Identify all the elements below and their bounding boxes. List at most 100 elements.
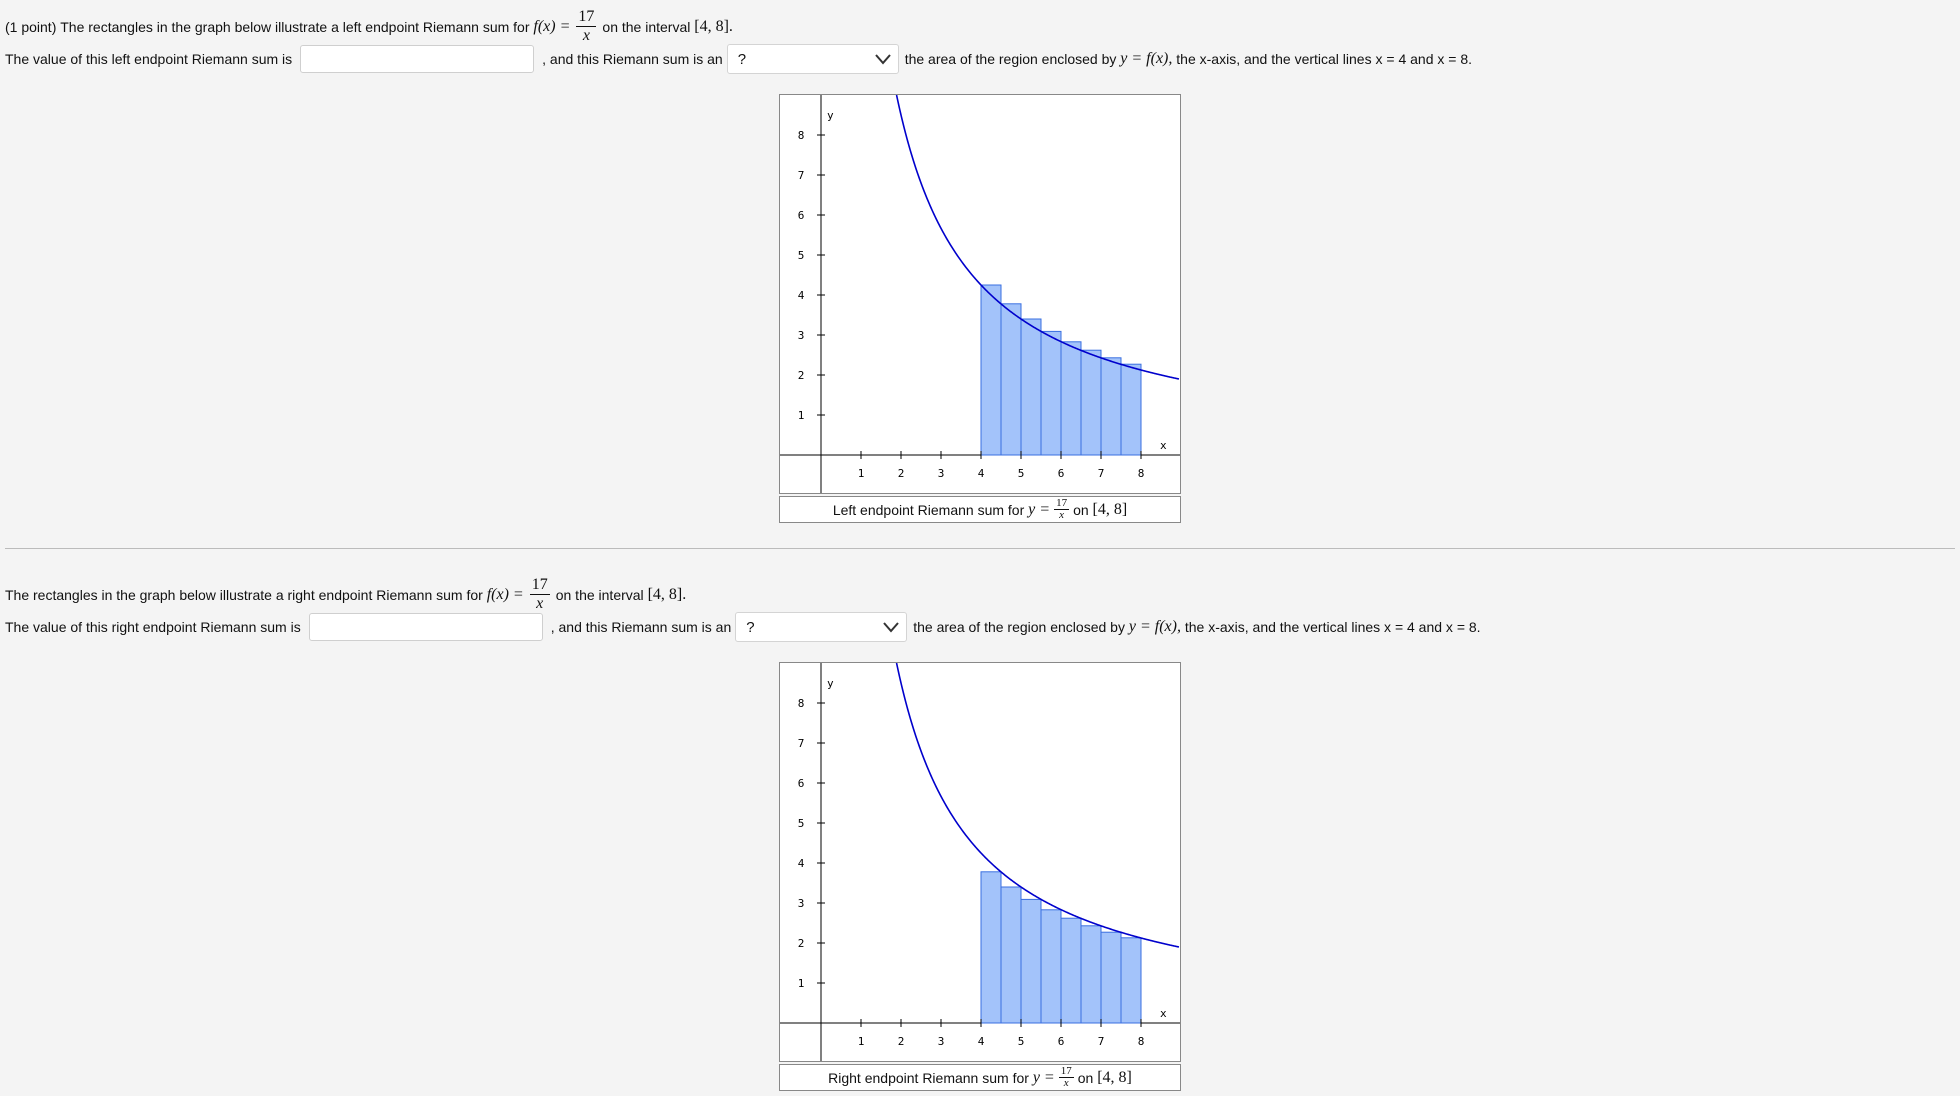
- x-tick-label: 6: [1058, 467, 1065, 480]
- problem2-interval: [4, 8].: [647, 585, 687, 603]
- y-tick-label: 1: [798, 409, 805, 422]
- y-tick-label: 8: [798, 697, 805, 710]
- right-riemann-plot: 1 2 3 4 5 6 7 8 1 2 3 4 5 6 7 8 x y: [780, 663, 1180, 1061]
- x-tick-label: 8: [1138, 467, 1145, 480]
- y-tick-label: 2: [798, 937, 805, 950]
- problem1-fx: f(x) =: [533, 17, 571, 35]
- riemann-rectangle: [1120, 363, 1142, 456]
- x-tick-label: 8: [1138, 1035, 1145, 1048]
- problem2-answer-row: The value of this right endpoint Riemann…: [5, 612, 1481, 642]
- x-tick-label: 2: [898, 467, 905, 480]
- y-tick-label: 5: [798, 817, 805, 830]
- left-graph-caption: Left endpoint Riemann sum for y = 17 x o…: [779, 496, 1181, 523]
- y-tick-label: 7: [798, 737, 805, 750]
- problem2-intro-post: on the interval: [555, 586, 644, 603]
- y-tick-label: 6: [798, 209, 805, 222]
- riemann-rectangle: [1020, 898, 1042, 1024]
- x-tick-label: 7: [1098, 467, 1105, 480]
- problem1-tail-eq: y = f(x),: [1120, 50, 1173, 67]
- left-riemann-plot: 1 2 3 4 5 6 7 8 1 2 3 4 5 6 7 8 x y: [780, 95, 1180, 493]
- problem1-intro-post: on the interval: [602, 18, 691, 35]
- y-tick-label: 3: [798, 329, 805, 342]
- riemann-rectangle: [1040, 909, 1062, 1024]
- caption1-text: Left endpoint Riemann sum for: [832, 501, 1025, 518]
- caption1-eq: y =: [1028, 500, 1051, 518]
- problem1-intro-text: The rectangles in the graph below illust…: [60, 18, 530, 35]
- riemann-rectangle: [1080, 349, 1102, 456]
- right-sum-answer-input[interactable]: [308, 613, 543, 641]
- caption1-on: on: [1073, 501, 1089, 518]
- riemann-rectangle: [980, 871, 1002, 1024]
- chevron-down-icon: [883, 622, 900, 633]
- y-axis-label: y: [827, 109, 834, 122]
- problem2-value-label: The value of this right endpoint Riemann…: [5, 619, 301, 635]
- y-tick-label: 8: [798, 129, 805, 142]
- y-axis-label: y: [827, 677, 834, 690]
- problem2-tail-eq: y = f(x),: [1128, 618, 1181, 635]
- fraction-numerator: 17: [1058, 1065, 1074, 1078]
- problem2-fraction: 17 x: [529, 576, 550, 613]
- y-tick-label: 1: [798, 977, 805, 990]
- right-graph-caption: Right endpoint Riemann sum for y = 17 x …: [779, 1064, 1181, 1091]
- fraction-denominator: x: [1063, 1077, 1069, 1089]
- riemann-rectangle: [1040, 330, 1062, 456]
- caption2-eq: y =: [1032, 1068, 1055, 1086]
- x-tick-label: 1: [858, 1035, 865, 1048]
- riemann-rectangle: [980, 284, 1002, 456]
- x-tick-label: 4: [978, 1035, 985, 1048]
- problem1-tail-pre: the area of the region enclosed by: [904, 51, 1117, 67]
- problem1-value-label: The value of this left endpoint Riemann …: [5, 51, 293, 67]
- x-tick-label: 3: [938, 467, 945, 480]
- x-tick-label: 7: [1098, 1035, 1105, 1048]
- fraction-numerator: 17: [1054, 497, 1070, 510]
- x-tick-label: 5: [1018, 1035, 1025, 1048]
- caption1-fraction: 17 x: [1054, 497, 1070, 521]
- riemann-rectangle: [1000, 303, 1022, 456]
- caption2-text: Right endpoint Riemann sum for: [828, 1069, 1029, 1086]
- select-value: ?: [746, 618, 755, 636]
- problem2-tail-pre: the area of the region enclosed by: [913, 619, 1125, 635]
- function-curve: [895, 663, 1180, 948]
- caption1-interval: [4, 8]: [1092, 500, 1128, 518]
- fraction-numerator: 17: [576, 8, 597, 27]
- section-divider: [5, 548, 1955, 549]
- left-sum-comparison-select[interactable]: ?: [726, 44, 899, 74]
- points-label: (1 point): [5, 18, 57, 35]
- x-tick-label: 1: [858, 467, 865, 480]
- fraction-numerator: 17: [529, 576, 550, 595]
- riemann-rectangle: [1100, 357, 1122, 456]
- y-tick-label: 5: [798, 249, 805, 262]
- problem2-mid-text: , and this Riemann sum is an: [550, 619, 732, 635]
- riemann-rectangle: [1020, 318, 1042, 456]
- problem1-interval: [4, 8].: [694, 17, 733, 35]
- caption2-fraction: 17 x: [1058, 1065, 1074, 1089]
- function-curve: [895, 95, 1180, 380]
- riemann-rectangle: [1080, 925, 1102, 1024]
- caption2-interval: [4, 8]: [1097, 1068, 1132, 1086]
- y-tick-label: 4: [798, 857, 805, 870]
- x-tick-label: 3: [938, 1035, 945, 1048]
- y-tick-label: 3: [798, 897, 805, 910]
- problem2-fx: f(x) =: [486, 585, 524, 603]
- riemann-rectangle: [1060, 341, 1082, 456]
- y-tick-label: 7: [798, 169, 805, 182]
- fraction-denominator: x: [536, 595, 544, 612]
- riemann-rectangle: [1120, 937, 1142, 1024]
- y-tick-label: 6: [798, 777, 805, 790]
- y-tick-label: 2: [798, 369, 805, 382]
- x-tick-label: 4: [978, 467, 985, 480]
- riemann-rectangle: [1060, 917, 1082, 1024]
- riemann-rectangle: [1000, 886, 1022, 1024]
- problem1-mid-text: , and this Riemann sum is an: [542, 51, 723, 67]
- riemann-rectangle: [1100, 931, 1122, 1024]
- y-tick-label: 4: [798, 289, 805, 302]
- problem1-tail-post: the x-axis, and the vertical lines x = 4…: [1176, 51, 1472, 67]
- x-tick-label: 6: [1058, 1035, 1065, 1048]
- x-axis-label: x: [1160, 439, 1167, 452]
- left-riemann-graph: 1 2 3 4 5 6 7 8 1 2 3 4 5 6 7 8 x y: [779, 94, 1181, 494]
- chevron-down-icon: [874, 54, 891, 65]
- right-sum-comparison-select[interactable]: ?: [735, 612, 908, 642]
- left-sum-answer-input[interactable]: [300, 45, 535, 73]
- fraction-denominator: x: [582, 27, 590, 44]
- problem2-intro-text: The rectangles in the graph below illust…: [5, 586, 483, 603]
